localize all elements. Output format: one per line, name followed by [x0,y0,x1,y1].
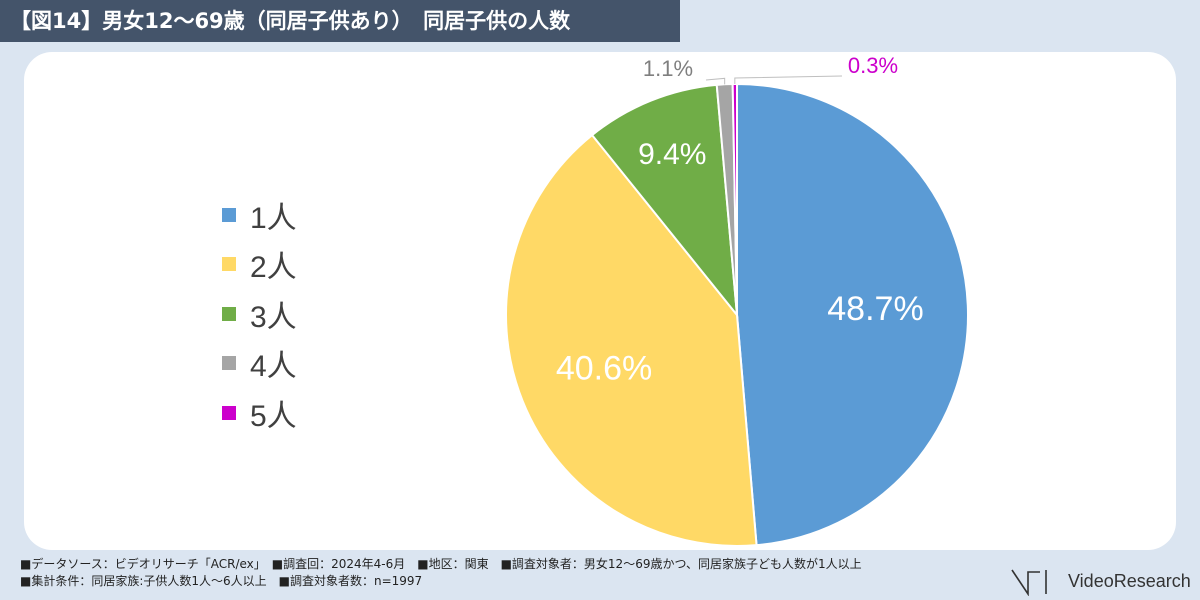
video-research-logo: VideoResearch [1010,566,1191,597]
footer-line-2: ■集計条件：同居家族:子供人数1人〜6人以上 ■調査対象者数：n=1997 [20,574,423,588]
legend-item-5: 5人 [222,388,297,438]
legend-swatch-2 [222,257,236,272]
legend-swatch-4 [222,356,236,371]
data-label-4: 1.1% [643,56,693,81]
legend-item-1: 1人 [222,190,297,240]
data-labels: 48.7% 40.6% 9.4% 1.1% 0.3% [556,53,924,387]
pie-slice-1 [736,82,969,547]
legend-swatch-5 [222,405,236,420]
legend-swatch-3 [222,306,236,321]
legend-item-3: 3人 [222,289,297,339]
data-label-5: 0.3% [848,53,898,78]
footer-notes: ■データソース：ビデオリサーチ「ACR/ex」 ■調査回：2024年4-6月 ■… [20,556,862,590]
logo-text: VideoResearch [1068,571,1191,591]
pie-slice-2 [505,133,758,547]
leader-lines [705,75,843,85]
legend-label-5: 5人 [250,399,297,433]
logo-mark-icon [1011,569,1047,597]
legend-label-1: 1人 [250,201,297,235]
legend-label-2: 2人 [250,251,297,285]
legend: 1人 2人 3人 4人 5人 [222,190,297,438]
pie-slices [505,82,969,547]
data-label-1: 48.7% [827,290,923,328]
legend-item-4: 4人 [222,339,297,389]
chart-title: 【図14】男女12〜69歳（同居子供あり） 同居子供の人数 [0,0,680,42]
legend-label-4: 4人 [250,350,297,384]
leader-line-5 [734,75,843,85]
pie-slice-3 [590,83,739,319]
footer-line-1: ■データソース：ビデオリサーチ「ACR/ex」 ■調査回：2024年4-6月 ■… [20,557,862,571]
legend-label-3: 3人 [250,300,297,334]
leader-line-4 [705,77,726,85]
data-label-2: 40.6% [556,349,652,387]
legend-swatch-1 [222,207,236,222]
legend-item-2: 2人 [222,240,297,290]
data-label-3: 9.4% [638,138,706,171]
pie-slice-5 [731,82,738,316]
